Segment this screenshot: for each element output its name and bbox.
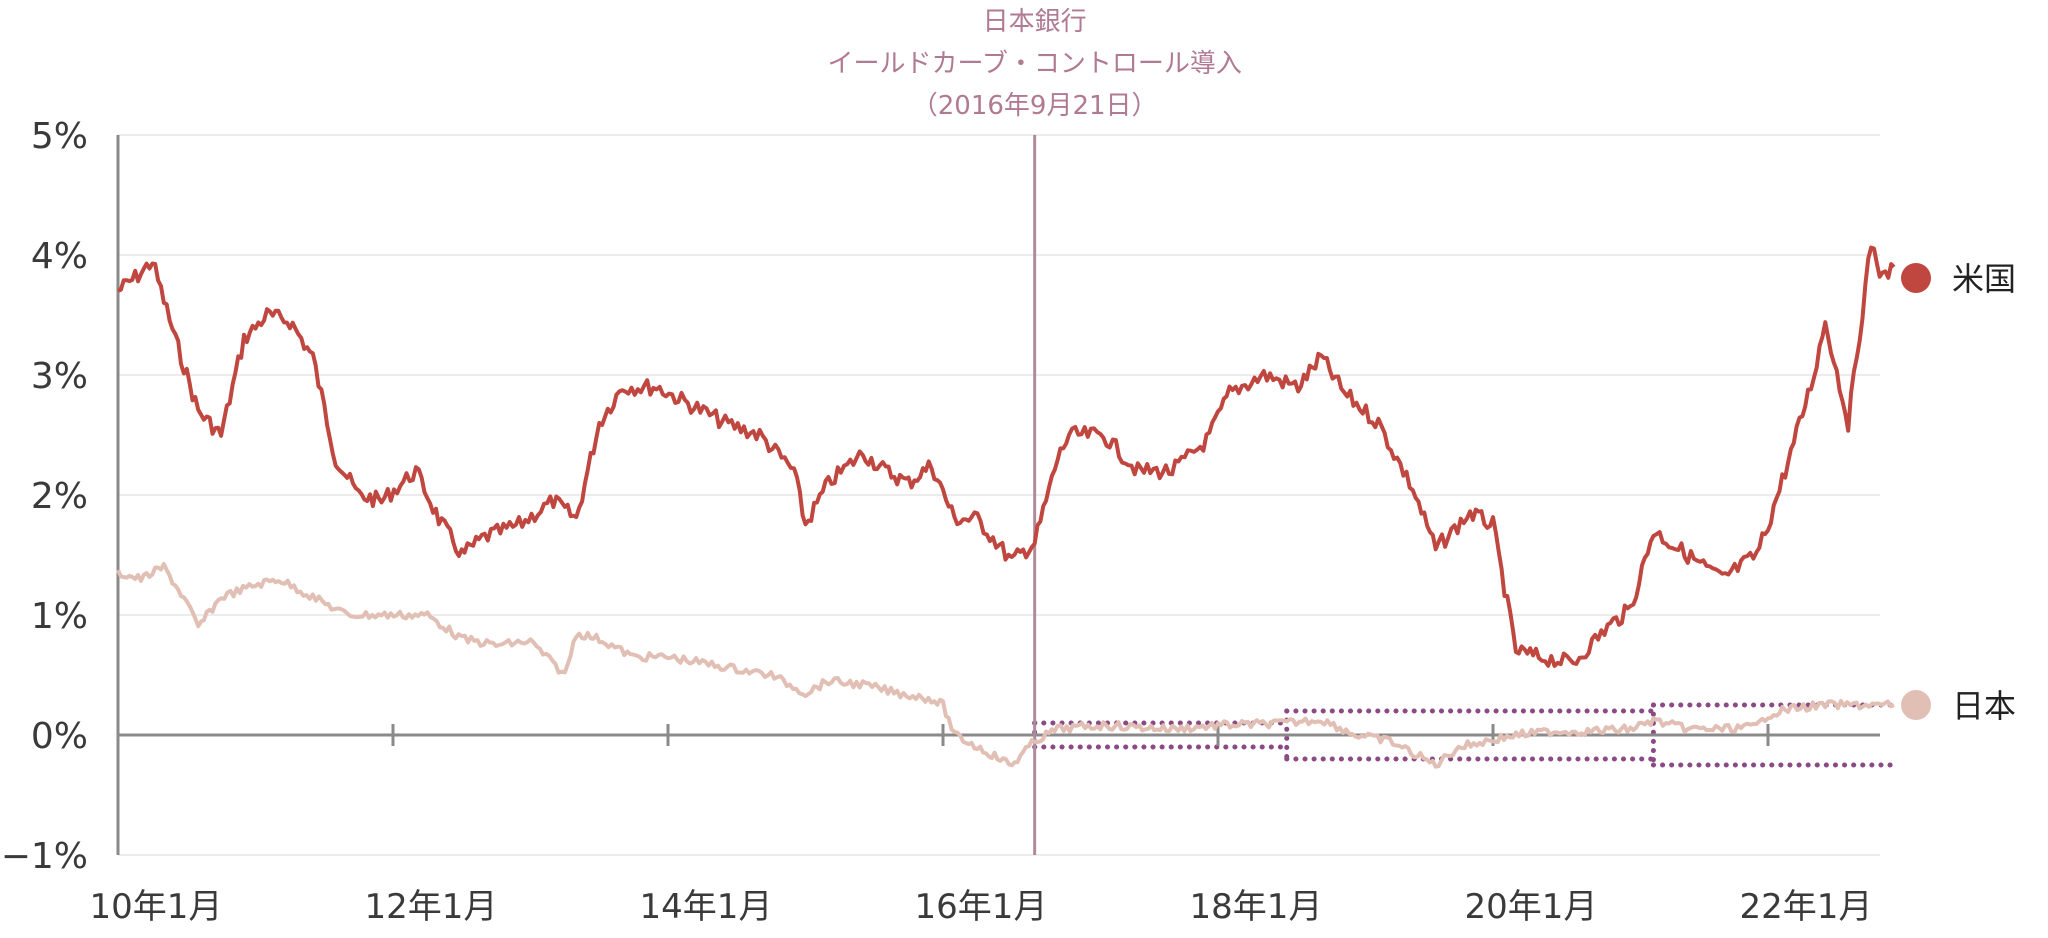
label-layer: 5% 4% 3% 2% 1% 0% −1%10年1月 12年1月 14年1月 16年1月 18年1月… <box>1 116 1873 927</box>
y-tick-label: 2% <box>31 476 88 517</box>
series-line <box>117 245 1896 668</box>
annotation-text: （2016年9月21日） <box>912 91 1158 121</box>
x-tick-label: 22年1月 <box>1740 887 1873 927</box>
legend-label: 米国 <box>1952 260 2016 298</box>
legend-marker <box>1901 263 1931 293</box>
x-tick-label: 12年1月 <box>365 887 498 927</box>
legend-marker <box>1901 690 1931 720</box>
series-layer <box>116 245 1896 769</box>
x-tick-label: 14年1月 <box>640 887 773 927</box>
grid-layer <box>118 134 1880 856</box>
y-tick-label: 0% <box>31 716 88 757</box>
y-tick-label: 3% <box>31 356 88 397</box>
x-tick-label: 18年1月 <box>1190 887 1323 927</box>
y-tick-label: 5% <box>31 116 88 157</box>
annotation-text: イールドカーブ・コントロール導入 <box>827 49 1241 79</box>
y-tick-label: −1% <box>1 836 88 877</box>
series-line <box>116 562 1895 769</box>
y-tick-label: 4% <box>31 236 88 277</box>
y-tick-label: 1% <box>31 596 88 637</box>
x-tick-label: 16年1月 <box>915 887 1048 927</box>
x-tick-label: 20年1月 <box>1465 887 1598 927</box>
x-tick-label: 10年1月 <box>90 887 223 927</box>
legend-label: 日本 <box>1952 687 2016 725</box>
annotation-text: 日本銀行 <box>983 7 1087 37</box>
